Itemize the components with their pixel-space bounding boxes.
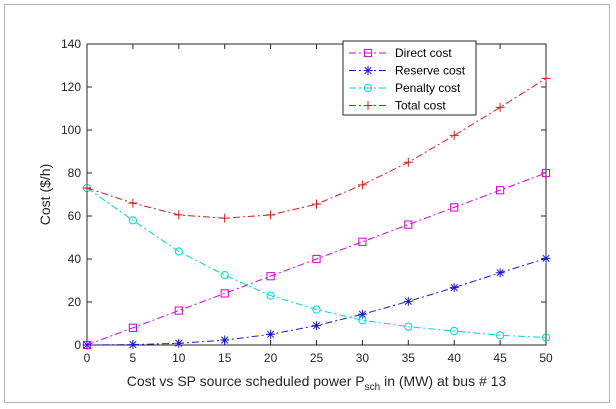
series-line-direct-cost — [86, 172, 547, 346]
x-tick-label: 5 — [130, 351, 137, 365]
data-point-penalty-cost — [496, 331, 505, 340]
data-point-direct-cost — [128, 323, 138, 332]
data-point-penalty-cost — [220, 271, 229, 280]
series-group — [82, 73, 551, 350]
data-point-direct-cost — [220, 289, 229, 298]
legend-entry-penalty-cost: Penalty cost — [349, 81, 461, 95]
data-point-direct-cost — [266, 272, 275, 281]
data-point-reserve-cost — [541, 253, 551, 263]
data-point-reserve-cost — [128, 340, 138, 350]
x-tick-label: 15 — [218, 351, 232, 365]
data-point-reserve-cost — [495, 268, 505, 278]
data-point-reserve-cost — [403, 296, 413, 306]
x-axis-label: Cost vs SP source scheduled power Psch i… — [127, 373, 507, 393]
data-point-reserve-cost — [220, 335, 230, 345]
legend-entry-reserve-cost: Reserve cost — [349, 64, 466, 78]
y-tick-label: 60 — [68, 209, 82, 223]
x-tick-label: 10 — [172, 351, 186, 365]
x-axis-label-suffix: in (MW) at bus # 13 — [380, 373, 506, 389]
legend-label: Direct cost — [395, 46, 452, 60]
data-point-direct-cost — [312, 254, 321, 264]
data-point-reserve-cost — [174, 338, 184, 348]
legend-entry-direct-cost: Direct cost — [349, 46, 452, 60]
data-point-total-cost — [174, 210, 184, 220]
legend-marker-direct-cost — [363, 48, 373, 58]
data-point-penalty-cost — [358, 316, 367, 325]
series-total-cost — [82, 73, 551, 223]
y-tick-label: 40 — [68, 252, 82, 266]
data-point-penalty-cost — [541, 333, 551, 342]
data-point-total-cost — [266, 210, 276, 220]
data-point-penalty-cost — [174, 247, 183, 256]
data-point-total-cost — [541, 73, 551, 83]
legend-marker-total-cost — [363, 101, 373, 110]
data-point-penalty-cost — [404, 322, 413, 331]
y-tick-label: 100 — [61, 123, 81, 137]
x-tick-label: 20 — [264, 351, 278, 365]
data-point-direct-cost — [541, 168, 551, 178]
y-tick-label: 80 — [68, 166, 82, 180]
y-tick-label: 140 — [61, 37, 81, 51]
legend-entry-total-cost: Total cost — [349, 99, 446, 113]
axis-ticks: 0 5 10 15 20 25 30 35 40 45 50 0 20 40 60 80 100 120 140 — [61, 37, 553, 365]
legend-marker-reserve-cost — [363, 66, 373, 75]
series-line-penalty-cost — [86, 187, 547, 338]
y-axis-label: Cost ($/h) — [37, 164, 53, 225]
data-point-total-cost — [82, 183, 92, 193]
y-tick-label: 0 — [74, 338, 81, 352]
series-line-total-cost — [86, 77, 547, 219]
data-point-reserve-cost — [82, 340, 92, 350]
plot-area — [86, 43, 547, 346]
data-point-reserve-cost — [449, 283, 459, 293]
x-tick-label: 45 — [493, 351, 507, 365]
x-tick-label: 35 — [402, 351, 416, 365]
data-point-total-cost — [220, 213, 230, 223]
data-point-total-cost — [449, 130, 459, 140]
x-tick-label: 0 — [84, 351, 91, 365]
data-point-total-cost — [128, 198, 138, 208]
data-point-penalty-cost — [312, 305, 321, 314]
data-point-total-cost — [357, 180, 367, 190]
data-point-total-cost — [495, 102, 505, 112]
y-tick-label: 120 — [61, 80, 81, 94]
data-point-direct-cost — [404, 220, 413, 229]
data-point-direct-cost — [450, 203, 459, 212]
data-point-total-cost — [403, 157, 413, 167]
legend-label: Penalty cost — [395, 81, 461, 95]
y-tick-label: 20 — [68, 295, 82, 309]
data-point-reserve-cost — [357, 309, 367, 319]
data-point-reserve-cost — [266, 329, 276, 339]
legend-label: Total cost — [395, 99, 446, 113]
legend-marker-penalty-cost — [363, 83, 373, 93]
legend-label: Reserve cost — [395, 64, 466, 78]
x-tick-label: 25 — [310, 351, 324, 365]
x-tick-label: 30 — [356, 351, 370, 365]
data-point-direct-cost — [496, 186, 505, 195]
data-point-reserve-cost — [312, 321, 321, 331]
x-tick-label: 40 — [448, 351, 462, 365]
x-tick-label: 50 — [539, 351, 553, 365]
series-reserve-cost — [82, 253, 551, 350]
data-point-total-cost — [312, 199, 321, 209]
x-axis-label-prefix: Cost vs SP source scheduled power P — [127, 373, 365, 389]
legend: Direct cost Reserve cost Penalty cost Total… — [342, 40, 477, 116]
data-point-penalty-cost — [450, 326, 459, 336]
x-axis-label-subscript: sch — [365, 382, 381, 393]
data-point-direct-cost — [358, 237, 367, 246]
data-point-penalty-cost — [266, 291, 275, 300]
data-point-penalty-cost — [128, 216, 137, 225]
series-direct-cost — [82, 168, 551, 350]
data-point-direct-cost — [174, 306, 183, 315]
